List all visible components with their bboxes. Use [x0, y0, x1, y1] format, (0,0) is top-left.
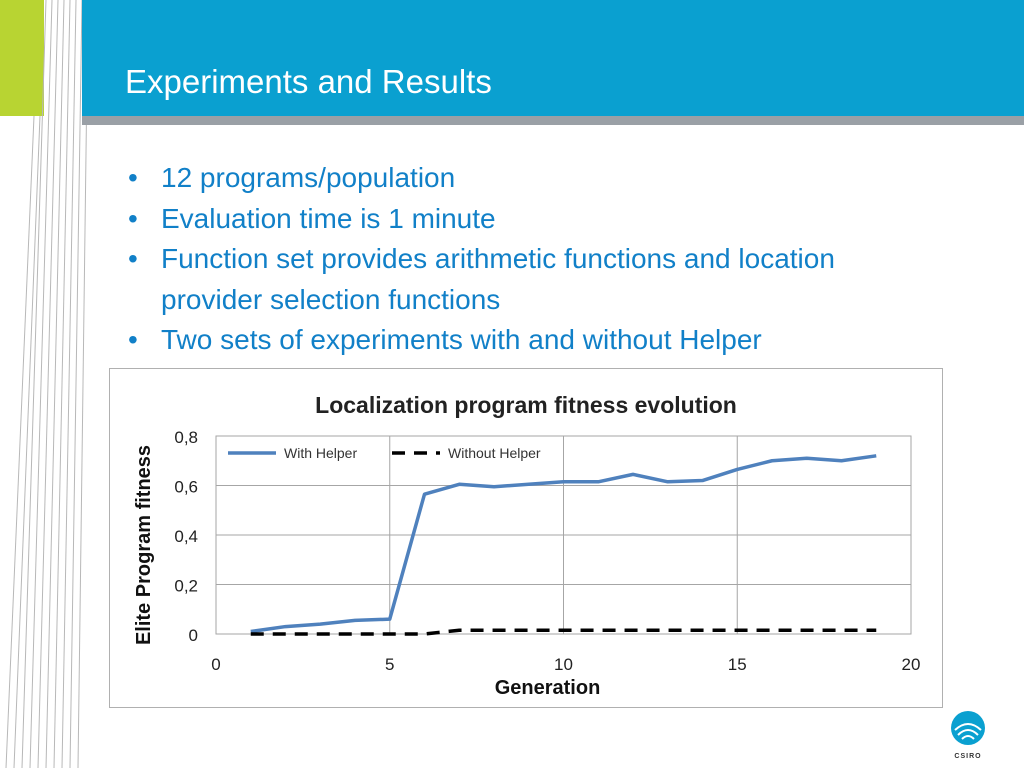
y-axis-label: Elite Program fitness — [133, 445, 155, 645]
y-tick-label: 0,2 — [174, 577, 198, 596]
x-tick-label: 0 — [211, 655, 220, 674]
legend-label: Without Helper — [448, 445, 541, 461]
x-tick-label: 20 — [902, 655, 921, 674]
slide-title: Experiments and Results — [125, 63, 492, 100]
bullet-dot-icon: • — [128, 243, 138, 274]
bullet-text: Evaluation time is 1 minute — [161, 202, 496, 234]
y-tick-label: 0,6 — [174, 478, 198, 497]
csiro-logo: CSIRO — [951, 711, 985, 760]
bullet-dot-icon: • — [128, 162, 138, 193]
bullet-item: • Function set provides arithmetic functi… — [128, 239, 918, 320]
bullet-text: Two sets of experiments with and without… — [161, 324, 762, 355]
bullet-item: • 12 programs/population — [128, 158, 918, 199]
x-tick-label: 5 — [385, 655, 394, 674]
bullet-list: • 12 programs/population • Evaluation time… — [128, 158, 918, 361]
bullet-item: • Two sets of experiments with and withou… — [128, 320, 918, 361]
y-tick-label: 0,8 — [174, 428, 198, 447]
y-tick-label: 0 — [189, 626, 198, 645]
header-bar — [82, 0, 1024, 116]
chart-title: Localization program fitness evolution — [315, 392, 737, 418]
chart-canvas: Localization program fitness evolution E… — [133, 392, 921, 699]
decorative-stripes — [0, 0, 89, 768]
bullet-dot-icon: • — [128, 324, 138, 355]
y-tick-label: 0,4 — [174, 527, 198, 546]
svg-text:CSIRO: CSIRO — [954, 753, 981, 760]
green-accent-block — [0, 0, 44, 116]
stripe-lines — [5, 0, 89, 768]
bullet-text: Function set provides arithmetic functio… — [161, 243, 835, 315]
fitness-chart: Localization program fitness evolution E… — [109, 368, 943, 708]
legend-label: With Helper — [284, 445, 357, 461]
bullet-item: • Evaluation time is 1 minute — [128, 199, 918, 240]
bullet-dot-icon: • — [128, 202, 138, 234]
bullet-text: 12 programs/population — [161, 162, 456, 193]
x-tick-label: 10 — [554, 655, 573, 674]
header-divider — [82, 116, 1024, 125]
x-axis-label: Generation — [495, 677, 601, 699]
x-tick-label: 15 — [728, 655, 747, 674]
